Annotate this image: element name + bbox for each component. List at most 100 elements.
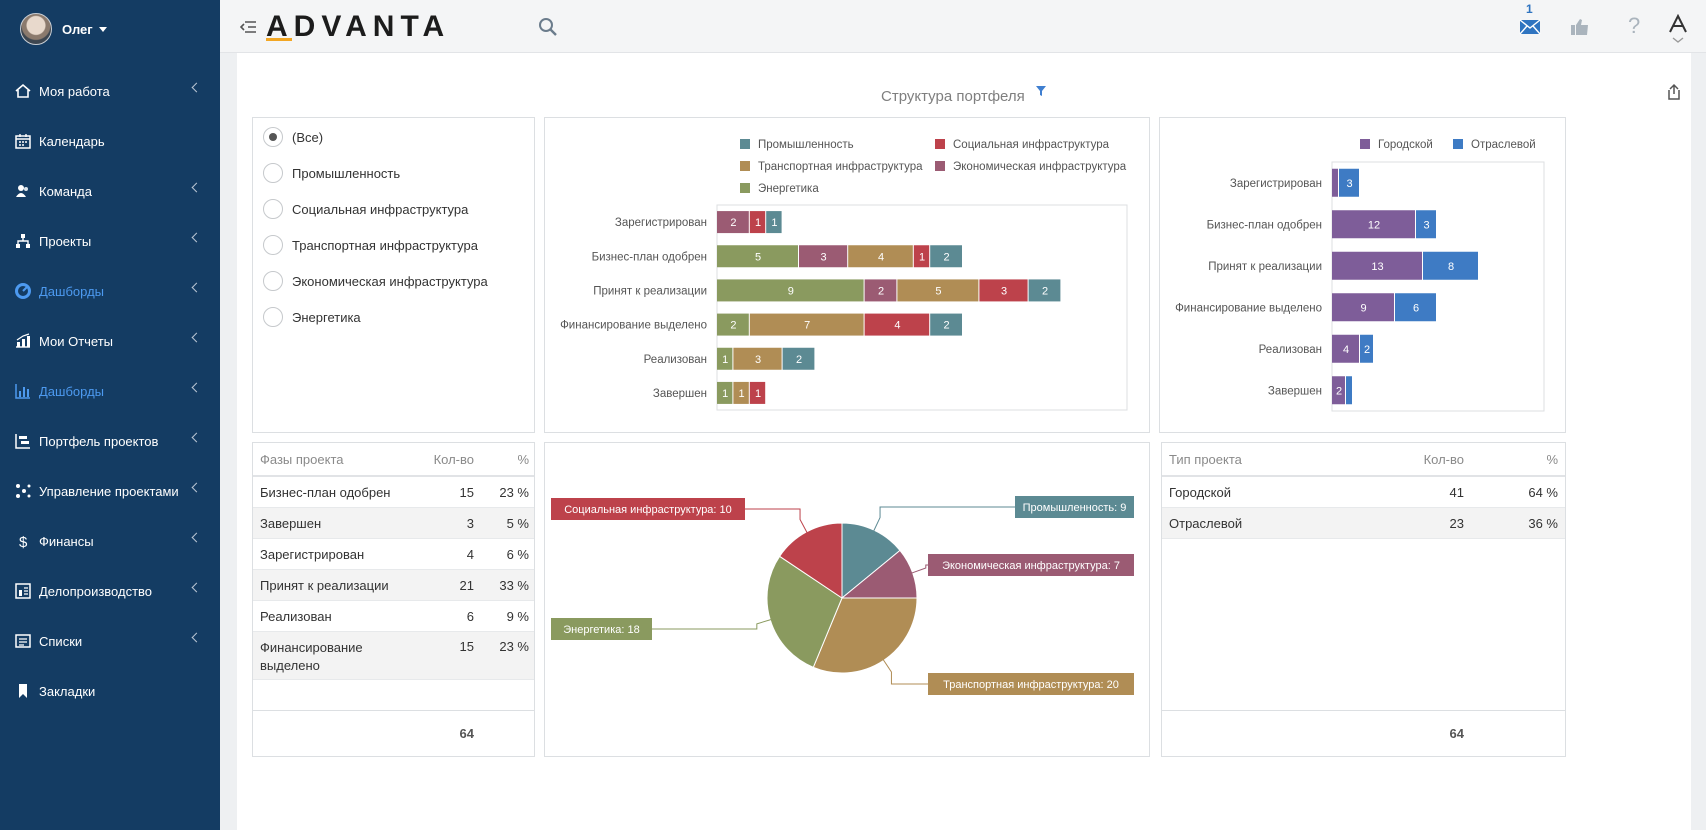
sidebar-item-12[interactable]: Закладки — [0, 671, 220, 711]
column-header[interactable]: Кол-во — [433, 451, 474, 467]
category-label: Бизнес-план одобрен — [592, 251, 707, 263]
table-row[interactable]: Зарегистрирован 4 6 % — [253, 539, 534, 570]
radio-button[interactable] — [263, 271, 283, 291]
category-label: Реализован — [644, 354, 707, 366]
advanta-logo[interactable]: ADVANTA — [266, 10, 451, 43]
data-label: 12 — [1368, 219, 1380, 231]
table-cell: 23 % — [499, 639, 529, 654]
chevron-left-icon[interactable] — [191, 232, 202, 243]
data-label: 1 — [739, 388, 745, 400]
radio-button[interactable] — [263, 235, 283, 255]
user-name[interactable]: Олег — [62, 21, 93, 37]
chevron-left-icon[interactable] — [191, 582, 202, 593]
table-row[interactable]: Принят к реализации 21 33 % — [253, 570, 534, 601]
column-header[interactable]: Тип проекта — [1169, 451, 1242, 467]
chevron-left-icon[interactable] — [191, 182, 202, 193]
sidebar-item-6[interactable]: Дашборды — [0, 371, 220, 411]
caret-down-icon[interactable] — [98, 26, 107, 32]
chevron-left-icon[interactable] — [191, 482, 202, 493]
filter-option[interactable]: Социальная инфраструктура — [263, 199, 468, 219]
sidebar-item-3[interactable]: Проекты — [0, 221, 220, 261]
bar-segment — [930, 245, 962, 268]
radio-button[interactable] — [263, 307, 283, 327]
radio-button[interactable] — [263, 127, 283, 147]
data-label: 1 — [755, 388, 761, 400]
sidebar-item-8[interactable]: Управление проектами — [0, 471, 220, 511]
radio-button[interactable] — [263, 199, 283, 219]
bar-segment — [749, 381, 766, 404]
bar-segment — [1339, 168, 1359, 197]
data-label: 5 — [935, 285, 941, 297]
table-row[interactable]: Городской 41 64 % — [1162, 477, 1565, 508]
legend-swatch — [1453, 139, 1463, 149]
table-row[interactable]: Завершен 3 5 % — [253, 508, 534, 539]
phase-table-card: Фазы проекта Кол-во% Бизнес-план одобрен 15… — [252, 442, 535, 757]
category-label: Бизнес-план одобрен — [1207, 219, 1322, 231]
dashboard-gauge-icon — [15, 283, 31, 299]
sidebar-item-0[interactable]: Моя работа — [0, 71, 220, 111]
filter-option[interactable]: (Все) — [263, 127, 323, 147]
type-table-card: Тип проекта Кол-во% Городской 41 64 % Отрасле… — [1161, 442, 1566, 757]
bar-segment — [1332, 334, 1359, 363]
legend-swatch — [740, 139, 750, 149]
table-cell: Отраслевой — [1169, 515, 1243, 531]
data-label: 2 — [878, 285, 884, 297]
type-total: 64 — [1449, 726, 1464, 741]
filter-option[interactable]: Энергетика — [263, 307, 361, 327]
table-cell: 5 % — [506, 515, 529, 531]
sidebar-item-7[interactable]: Портфель проектов — [0, 421, 220, 461]
collapse-menu-icon[interactable] — [240, 20, 256, 34]
thumbs-up-icon[interactable] — [1570, 17, 1590, 37]
sidebar-item-5[interactable]: Мои Отчеты — [0, 321, 220, 361]
table-row[interactable]: Отраслевой 23 36 % — [1162, 508, 1565, 539]
sidebar-item-1[interactable]: Календарь — [0, 121, 220, 161]
legend-label: Энергетика — [758, 183, 819, 195]
avatar[interactable] — [20, 13, 52, 45]
sidebar-item-2[interactable]: Команда — [0, 171, 220, 211]
chevron-left-icon[interactable] — [191, 632, 202, 643]
home-icon — [15, 83, 31, 99]
chevron-left-icon[interactable] — [191, 82, 202, 93]
data-label: 4 — [1343, 344, 1349, 356]
advanta-apps-icon[interactable] — [1667, 14, 1689, 44]
filter-option[interactable]: Экономическая инфраструктура — [263, 271, 488, 291]
table-row[interactable]: Бизнес-план одобрен 15 23 % — [253, 477, 534, 508]
chevron-left-icon[interactable] — [191, 432, 202, 443]
table-cell: 21 — [459, 577, 474, 593]
chevron-left-icon[interactable] — [191, 282, 202, 293]
chevron-left-icon[interactable] — [191, 532, 202, 543]
radio-button[interactable] — [263, 163, 283, 183]
sidebar-item-11[interactable]: Списки — [0, 621, 220, 661]
filter-icon[interactable] — [1035, 85, 1047, 97]
data-label: 13 — [1371, 261, 1383, 273]
sidebar-item-10[interactable]: Делопроизводство — [0, 571, 220, 611]
column-header[interactable]: Фазы проекта — [260, 451, 344, 467]
chevron-left-icon[interactable] — [191, 332, 202, 343]
sidebar-item-9[interactable]: $ Финансы — [0, 521, 220, 561]
data-label: 2 — [730, 320, 736, 332]
pie-leader-line — [882, 659, 928, 685]
search-icon[interactable] — [538, 17, 558, 37]
table-row[interactable]: Финансирование выделено 15 23 % — [253, 632, 534, 680]
category-label: Финансирование выделено — [560, 320, 707, 332]
column-header[interactable]: % — [517, 451, 529, 467]
sidebar-item-4[interactable]: Дашборды — [0, 271, 220, 311]
user-menu[interactable]: Олег — [0, 0, 220, 58]
filter-option[interactable]: Транспортная инфраструктура — [263, 235, 478, 255]
bar-segment — [864, 279, 897, 302]
data-label: 1 — [722, 388, 728, 400]
table-row[interactable]: Реализован 6 9 % — [253, 601, 534, 632]
export-icon[interactable] — [1665, 83, 1683, 101]
pie-label-box — [928, 673, 1134, 695]
bar-segment — [1346, 376, 1352, 405]
type-table-footer: 64 — [1162, 710, 1565, 756]
type-table: Тип проекта Кол-во% Городской 41 64 % Отрасле… — [1162, 443, 1565, 539]
chevron-left-icon[interactable] — [191, 382, 202, 393]
mail-icon[interactable] — [1519, 19, 1541, 35]
filter-option[interactable]: Промышленность — [263, 163, 400, 183]
help-icon[interactable]: ? — [1628, 13, 1641, 38]
column-header[interactable]: % — [1546, 451, 1558, 467]
pie-label-box — [928, 554, 1134, 576]
pie-leader-line — [745, 508, 808, 533]
column-header[interactable]: Кол-во — [1423, 451, 1464, 467]
